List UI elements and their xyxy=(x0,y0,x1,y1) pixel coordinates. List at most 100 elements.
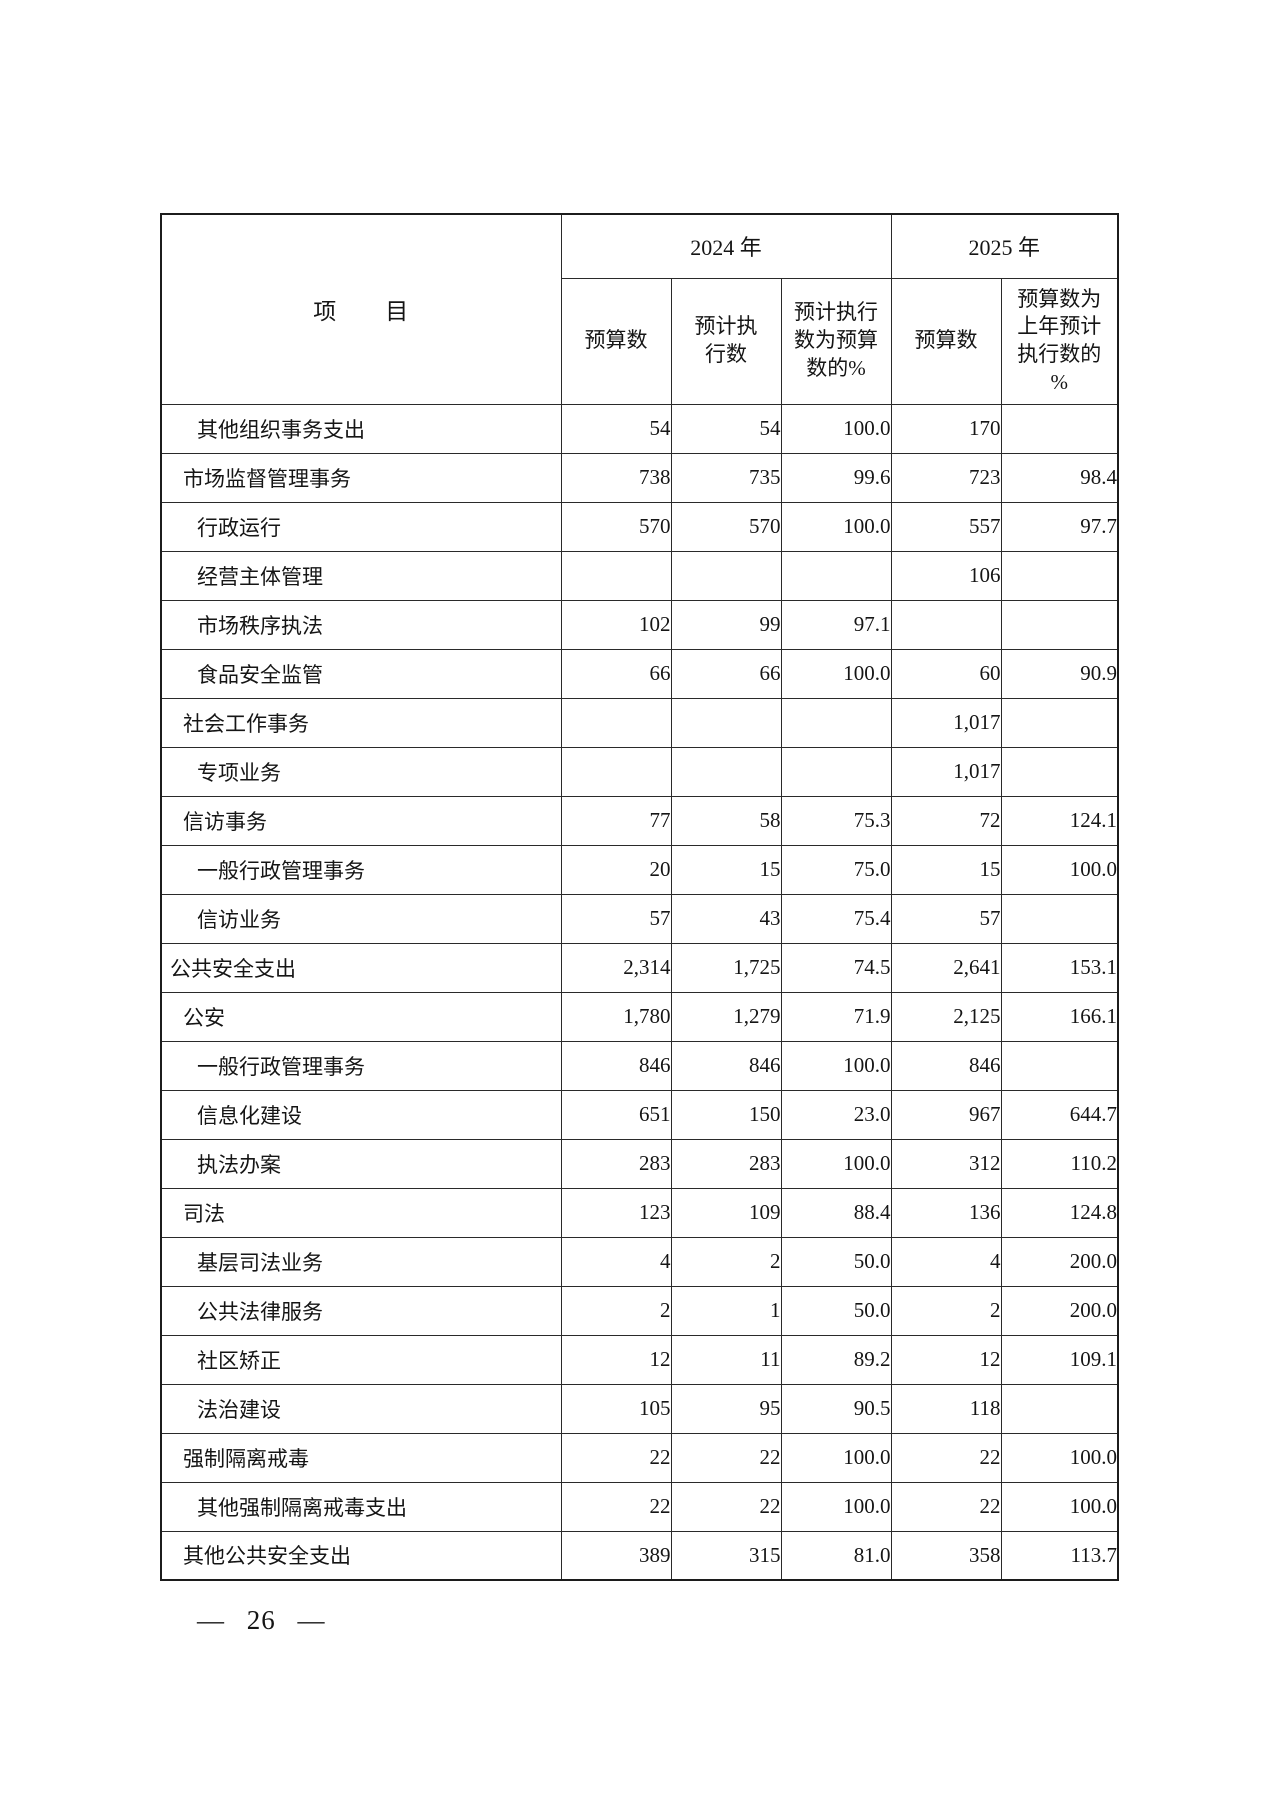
cell-2025-pct: 110.2 xyxy=(1000,1138,1119,1189)
row-label: 市场监督管理事务 xyxy=(160,452,562,503)
cell-2025-pct: 124.1 xyxy=(1000,795,1119,846)
cell-2024-pct: 100.0 xyxy=(780,1138,892,1189)
cell-2025-pct: 98.4 xyxy=(1000,452,1119,503)
cell-2024-execution: 22 xyxy=(670,1432,782,1483)
cell-2024-execution: 54 xyxy=(670,403,782,454)
cell-2024-budget: 22 xyxy=(560,1481,672,1532)
row-label: 社会工作事务 xyxy=(160,697,562,748)
cell-2024-execution: 99 xyxy=(670,599,782,650)
cell-2025-budget: 2,125 xyxy=(890,991,1002,1042)
cell-2024-execution: 66 xyxy=(670,648,782,699)
cell-2024-pct: 100.0 xyxy=(780,501,892,552)
cell-2025-pct xyxy=(1000,893,1119,944)
cell-2025-pct: 100.0 xyxy=(1000,844,1119,895)
cell-2025-pct xyxy=(1000,403,1119,454)
cell-2025-pct xyxy=(1000,550,1119,601)
cell-2024-budget: 1,780 xyxy=(560,991,672,1042)
cell-2024-execution: 570 xyxy=(670,501,782,552)
cell-2024-pct: 75.0 xyxy=(780,844,892,895)
row-label: 其他组织事务支出 xyxy=(160,403,562,454)
table-row: 强制隔离戒毒 22 22 100.0 22 100.0 xyxy=(160,1432,1119,1483)
cell-2024-execution xyxy=(670,746,782,797)
cell-2025-pct: 200.0 xyxy=(1000,1285,1119,1336)
cell-2024-budget: 57 xyxy=(560,893,672,944)
cell-2024-budget: 77 xyxy=(560,795,672,846)
cell-2025-pct: 90.9 xyxy=(1000,648,1119,699)
cell-2025-pct xyxy=(1000,697,1119,748)
table-row: 社会工作事务 1,017 xyxy=(160,697,1119,748)
table-row: 基层司法业务 4 2 50.0 4 200.0 xyxy=(160,1236,1119,1287)
cell-2025-budget: 22 xyxy=(890,1432,1002,1483)
cell-2024-pct: 50.0 xyxy=(780,1285,892,1336)
cell-2024-pct: 23.0 xyxy=(780,1089,892,1140)
cell-2024-pct xyxy=(780,697,892,748)
cell-2025-budget: 22 xyxy=(890,1481,1002,1532)
cell-2024-execution xyxy=(670,550,782,601)
table-row: 公共法律服务 2 1 50.0 2 200.0 xyxy=(160,1285,1119,1336)
item-column-header: 项 目 xyxy=(160,213,562,405)
cell-2025-budget: 4 xyxy=(890,1236,1002,1287)
row-label: 公共法律服务 xyxy=(160,1285,562,1336)
cell-2024-budget xyxy=(560,697,672,748)
table-row: 市场监督管理事务 738 735 99.6 723 98.4 xyxy=(160,452,1119,503)
cell-2024-budget xyxy=(560,550,672,601)
table-header-year-row: 项 目 2024 年 2025 年 xyxy=(160,213,1119,405)
table-row: 司法 123 109 88.4 136 124.8 xyxy=(160,1187,1119,1238)
cell-2025-budget xyxy=(890,599,1002,650)
cell-2025-budget: 106 xyxy=(890,550,1002,601)
cell-2024-budget xyxy=(560,746,672,797)
cell-2024-execution: 95 xyxy=(670,1383,782,1434)
row-label: 法治建设 xyxy=(160,1383,562,1434)
cell-2025-pct xyxy=(1000,599,1119,650)
cell-2024-pct: 99.6 xyxy=(780,452,892,503)
column-header-2025-budget: 预算数 xyxy=(890,277,1002,405)
cell-2024-budget: 2,314 xyxy=(560,942,672,993)
cell-2024-execution: 58 xyxy=(670,795,782,846)
cell-2024-pct: 100.0 xyxy=(780,1481,892,1532)
cell-2024-budget: 846 xyxy=(560,1040,672,1091)
cell-2024-budget: 102 xyxy=(560,599,672,650)
cell-2025-pct: 166.1 xyxy=(1000,991,1119,1042)
table-row: 一般行政管理事务 846 846 100.0 846 xyxy=(160,1040,1119,1091)
table-row: 专项业务 1,017 xyxy=(160,746,1119,797)
cell-2025-budget: 967 xyxy=(890,1089,1002,1140)
cell-2025-budget: 136 xyxy=(890,1187,1002,1238)
cell-2024-pct: 74.5 xyxy=(780,942,892,993)
table-row: 一般行政管理事务 20 15 75.0 15 100.0 xyxy=(160,844,1119,895)
table-row: 其他强制隔离戒毒支出 22 22 100.0 22 100.0 xyxy=(160,1481,1119,1532)
cell-2025-pct: 100.0 xyxy=(1000,1481,1119,1532)
cell-2025-budget: 118 xyxy=(890,1383,1002,1434)
cell-2025-pct xyxy=(1000,1383,1119,1434)
row-label: 信访事务 xyxy=(160,795,562,846)
row-label: 行政运行 xyxy=(160,501,562,552)
cell-2024-execution: 283 xyxy=(670,1138,782,1189)
year-2025-header: 2025 年 xyxy=(890,213,1119,279)
cell-2024-pct xyxy=(780,746,892,797)
column-header-2024-budget: 预算数 xyxy=(560,277,672,405)
cell-2025-budget: 312 xyxy=(890,1138,1002,1189)
cell-2025-pct xyxy=(1000,746,1119,797)
row-label: 基层司法业务 xyxy=(160,1236,562,1287)
row-label: 市场秩序执法 xyxy=(160,599,562,650)
row-label: 一般行政管理事务 xyxy=(160,1040,562,1091)
cell-2024-budget: 651 xyxy=(560,1089,672,1140)
table-row: 社区矫正 12 11 89.2 12 109.1 xyxy=(160,1334,1119,1385)
row-label: 专项业务 xyxy=(160,746,562,797)
cell-2025-budget: 2 xyxy=(890,1285,1002,1336)
cell-2024-execution: 43 xyxy=(670,893,782,944)
cell-2024-budget: 738 xyxy=(560,452,672,503)
table-row: 市场秩序执法 102 99 97.1 xyxy=(160,599,1119,650)
table-row: 法治建设 105 95 90.5 118 xyxy=(160,1383,1119,1434)
cell-2025-pct: 153.1 xyxy=(1000,942,1119,993)
cell-2025-budget: 15 xyxy=(890,844,1002,895)
cell-2024-budget: 570 xyxy=(560,501,672,552)
cell-2025-pct: 109.1 xyxy=(1000,1334,1119,1385)
row-label: 社区矫正 xyxy=(160,1334,562,1385)
table-header-column-row: 预算数 预计执 行数 预计执行 数为预算 数的% 预算数 预算数为 上年预计 执… xyxy=(161,277,1119,405)
column-header-2025-budget-pct: 预算数为 上年预计 执行数的 % xyxy=(1000,277,1119,405)
cell-2024-budget: 123 xyxy=(560,1187,672,1238)
row-label: 其他强制隔离戒毒支出 xyxy=(160,1481,562,1532)
cell-2025-pct: 124.8 xyxy=(1000,1187,1119,1238)
column-header-2024-expected-execution: 预计执 行数 xyxy=(670,277,782,405)
table-row: 信息化建设 651 150 23.0 967 644.7 xyxy=(160,1089,1119,1140)
